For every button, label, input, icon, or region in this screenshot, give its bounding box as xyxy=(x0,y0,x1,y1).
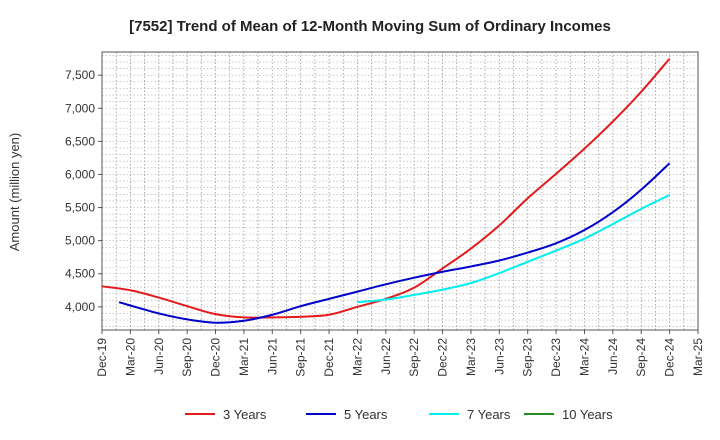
grid xyxy=(101,52,699,330)
y-axis-label: Amount (million yen) xyxy=(7,133,22,252)
x-tick-label: Sep-20 xyxy=(180,338,194,377)
series-lines xyxy=(101,57,671,324)
y-tick-label: 6,000 xyxy=(65,167,95,181)
legend-label: 3 Years xyxy=(223,407,267,422)
legend-label: 5 Years xyxy=(344,407,388,422)
y-tick-label: 7,500 xyxy=(65,68,95,82)
y-tick-label: 4,000 xyxy=(65,300,95,314)
x-tick-label: Dec-22 xyxy=(436,338,450,377)
series-line-3-years xyxy=(101,57,671,319)
y-tick-label: 5,000 xyxy=(65,234,95,248)
x-tick-label: Mar-21 xyxy=(237,338,251,376)
x-tick-label: Mar-22 xyxy=(350,338,364,376)
y-tick-label: 6,500 xyxy=(65,134,95,148)
x-tick-label: Mar-23 xyxy=(464,338,478,376)
x-tick-label: Dec-20 xyxy=(209,338,223,377)
x-tick-label: Jun-21 xyxy=(265,338,279,375)
legend-label: 10 Years xyxy=(562,407,613,422)
series-line-7-years xyxy=(357,194,671,304)
x-tick-label: Jun-23 xyxy=(492,338,506,375)
chart-title: [7552] Trend of Mean of 12-Month Moving … xyxy=(129,18,611,35)
legend: 3 Years 5 Years 7 Years 10 Years xyxy=(185,407,613,422)
x-tick-label: Mar-20 xyxy=(123,338,137,376)
y-axis-ticks: 4,000 4,500 5,000 5,500 6,000 6,500 7,000 7,500 xyxy=(65,68,102,314)
x-tick-label: Jun-22 xyxy=(379,338,393,375)
x-tick-label: Dec-21 xyxy=(322,338,336,377)
x-tick-label: Jun-20 xyxy=(152,338,166,375)
x-tick-label: Sep-22 xyxy=(407,338,421,377)
x-axis-ticks: Dec-19 Mar-20 Jun-20 Sep-20 Dec-20 Mar-21 Jun-… xyxy=(95,330,705,377)
series-line-5-years xyxy=(118,162,671,324)
x-tick-label: Sep-21 xyxy=(294,338,308,377)
y-tick-label: 5,500 xyxy=(65,201,95,215)
x-tick-label: Sep-23 xyxy=(521,338,535,377)
legend-label: 7 Years xyxy=(467,407,511,422)
x-tick-label: Dec-24 xyxy=(663,338,677,377)
y-tick-label: 7,000 xyxy=(65,101,95,115)
x-tick-label: Jun-24 xyxy=(606,338,620,375)
x-tick-label: Dec-19 xyxy=(95,338,109,377)
x-tick-label: Dec-23 xyxy=(549,338,563,377)
x-tick-label: Sep-24 xyxy=(634,338,648,377)
x-tick-label: Mar-25 xyxy=(691,338,705,376)
plot-frame xyxy=(101,51,699,331)
y-tick-label: 4,500 xyxy=(65,267,95,281)
x-tick-label: Mar-24 xyxy=(577,338,591,376)
